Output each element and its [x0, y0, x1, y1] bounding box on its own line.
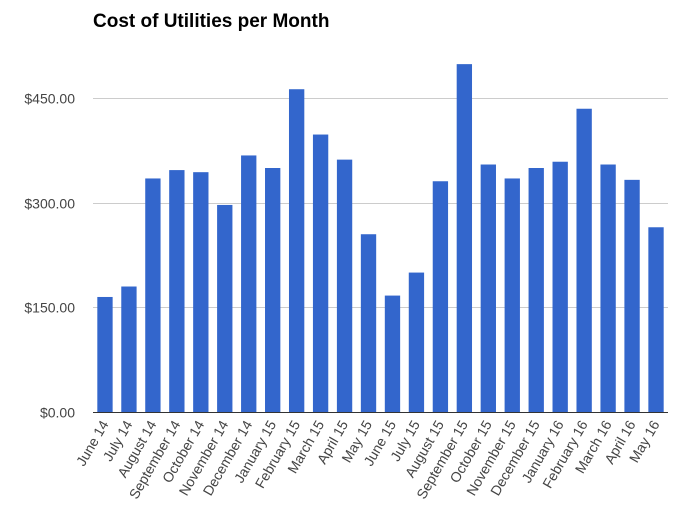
bar: [600, 164, 616, 412]
bar: [504, 178, 520, 412]
bar: [456, 64, 473, 412]
bar: [648, 227, 664, 412]
bar: [241, 155, 257, 412]
bars: [97, 64, 664, 413]
bar: [432, 181, 449, 412]
bar: [265, 168, 281, 412]
y-tick-label: $150.00: [24, 300, 75, 316]
bar: [336, 159, 353, 412]
bar: [193, 172, 209, 412]
chart-title: Cost of Utilities per Month: [93, 11, 330, 32]
bar: [169, 170, 185, 412]
y-axis-tick-labels: $0.00 $150.00 $300.00 $450.00: [24, 91, 75, 421]
bar: [217, 204, 233, 412]
bar: [528, 168, 544, 412]
gridlines: [93, 98, 668, 308]
bar: [145, 178, 161, 412]
bar: [576, 108, 592, 413]
bar: [480, 164, 496, 412]
y-tick-label: $0.00: [40, 405, 75, 421]
y-tick-label: $450.00: [24, 91, 75, 107]
bar: [384, 295, 401, 412]
bar: [360, 234, 377, 412]
y-tick-label: $300.00: [24, 196, 75, 212]
bar: [624, 179, 640, 412]
bar: [288, 89, 305, 412]
bar: [552, 161, 568, 412]
bar: [312, 134, 329, 413]
bar: [121, 286, 137, 412]
bar: [408, 272, 425, 412]
bar: [97, 296, 113, 412]
